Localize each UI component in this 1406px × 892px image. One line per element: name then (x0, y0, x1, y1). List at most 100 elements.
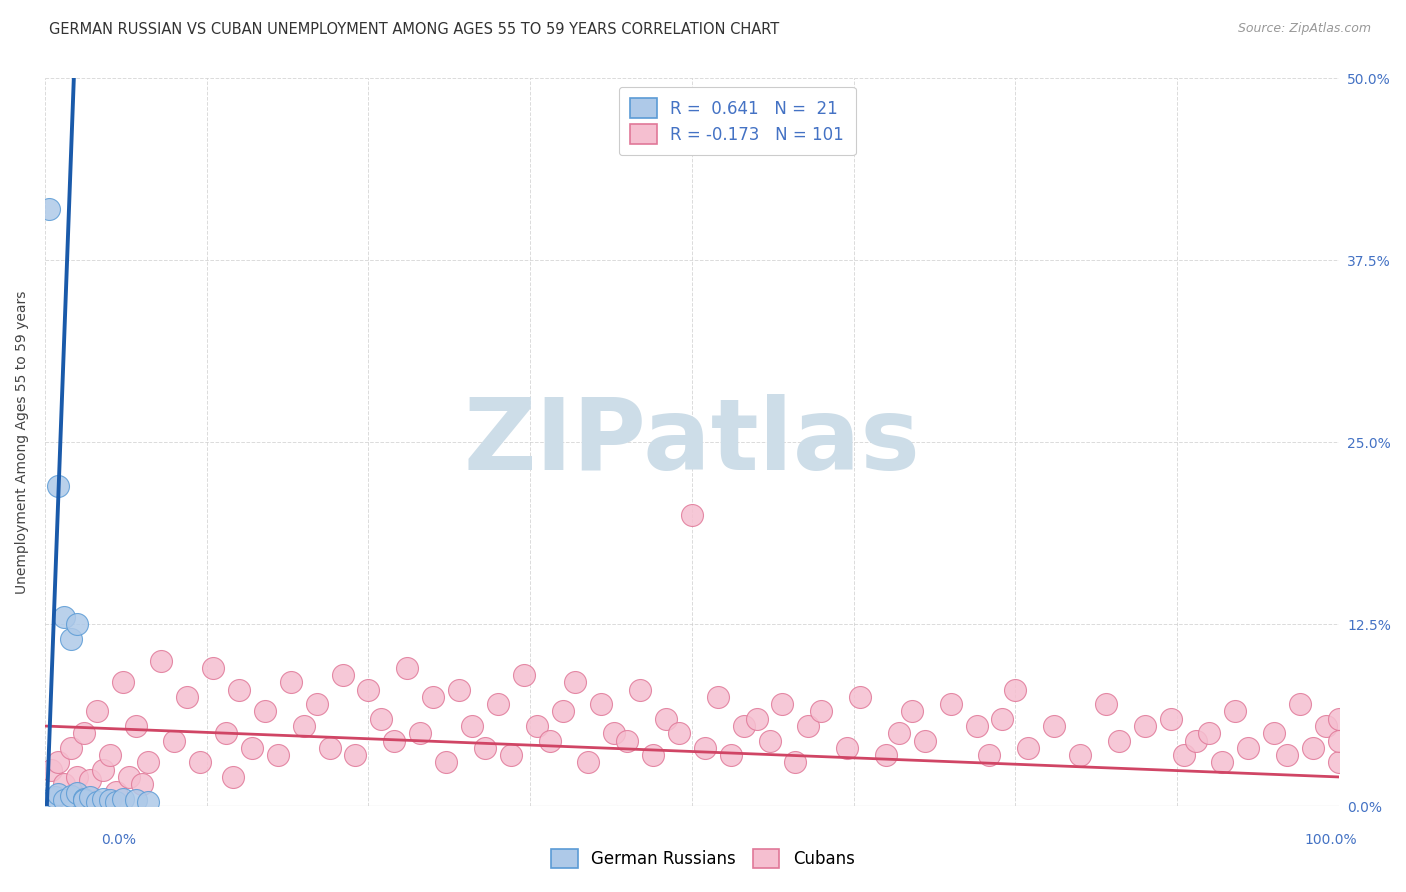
Point (98, 748, 121, 763)
Point (105, 784, 128, 798)
Point (1017, 740, 1039, 755)
Point (138, 795, 160, 809)
Point (526, 719, 548, 733)
Point (344, 748, 367, 763)
Legend: German Russians, Cubans: German Russians, Cubans (544, 842, 862, 875)
Point (681, 508, 703, 522)
Point (810, 705, 832, 719)
Point (591, 697, 613, 711)
Point (1225, 705, 1247, 719)
Point (98, 793, 121, 807)
Point (434, 756, 457, 770)
Point (1043, 719, 1066, 733)
Text: 0.0%: 0.0% (101, 833, 136, 847)
Point (1069, 748, 1091, 763)
Point (641, 748, 664, 763)
Point (887, 726, 910, 740)
Point (914, 733, 936, 747)
Point (305, 697, 328, 711)
Point (59, 789, 82, 803)
Point (1095, 697, 1118, 711)
Point (1185, 733, 1208, 747)
Text: Source: ZipAtlas.com: Source: ZipAtlas.com (1237, 22, 1371, 36)
Point (849, 690, 872, 704)
Point (53, 793, 76, 807)
Point (46, 479, 69, 493)
Point (1275, 748, 1298, 763)
Point (41, 763, 63, 777)
Point (267, 748, 290, 763)
Point (901, 705, 924, 719)
Point (59, 632, 82, 646)
Point (44, 790, 66, 805)
Point (1315, 719, 1337, 733)
Point (176, 690, 198, 704)
Point (318, 740, 340, 755)
Point (382, 733, 405, 747)
Point (66, 770, 89, 784)
Point (785, 756, 807, 770)
Point (733, 719, 755, 733)
Point (46, 788, 69, 802)
Point (939, 697, 962, 711)
Point (655, 712, 678, 726)
Point (41, 791, 63, 805)
Point (79, 772, 101, 787)
Point (73, 793, 96, 807)
Point (447, 682, 470, 697)
Point (73, 791, 96, 805)
Point (979, 748, 1001, 763)
Point (837, 740, 859, 755)
Point (668, 726, 690, 740)
Text: ZIPatlas: ZIPatlas (464, 393, 921, 491)
Point (253, 705, 276, 719)
Point (1004, 682, 1026, 697)
Point (486, 697, 509, 711)
Point (1160, 712, 1182, 726)
Point (1133, 719, 1156, 733)
Point (111, 791, 134, 805)
Point (188, 756, 211, 770)
Point (124, 793, 146, 807)
Point (86, 795, 108, 809)
Point (720, 748, 742, 763)
Point (370, 712, 392, 726)
Point (603, 726, 626, 740)
Point (551, 705, 574, 719)
Text: 100.0%: 100.0% (1305, 833, 1357, 847)
Point (772, 697, 794, 711)
Point (409, 726, 432, 740)
Point (1263, 726, 1285, 740)
Point (1173, 748, 1195, 763)
Point (576, 756, 599, 770)
Point (228, 682, 250, 697)
Point (1289, 697, 1312, 711)
Point (991, 712, 1014, 726)
Point (1237, 740, 1260, 755)
Point (875, 748, 897, 763)
Text: GERMAN RUSSIAN VS CUBAN UNEMPLOYMENT AMONG AGES 55 TO 59 YEARS CORRELATION CHART: GERMAN RUSSIAN VS CUBAN UNEMPLOYMENT AMO… (49, 22, 779, 37)
Point (150, 654, 173, 668)
Point (332, 668, 354, 682)
Y-axis label: Unemployment Among Ages 55 to 59 years: Unemployment Among Ages 55 to 59 years (15, 291, 30, 594)
Point (1211, 756, 1233, 770)
Point (706, 690, 728, 704)
Point (124, 719, 146, 733)
Point (91, 763, 114, 777)
Point (966, 719, 988, 733)
Point (280, 675, 302, 690)
Point (73, 726, 96, 740)
Point (616, 733, 638, 747)
Point (396, 661, 419, 675)
Point (53, 777, 76, 791)
Point (86, 705, 108, 719)
Legend: R =  0.641   N =  21, R = -0.173   N = 101: R = 0.641 N = 21, R = -0.173 N = 101 (619, 87, 856, 155)
Point (1108, 733, 1130, 747)
Point (59, 740, 82, 755)
Point (131, 777, 153, 791)
Point (215, 726, 238, 740)
Point (118, 770, 141, 784)
Point (628, 682, 651, 697)
Point (474, 740, 496, 755)
Point (1198, 726, 1220, 740)
